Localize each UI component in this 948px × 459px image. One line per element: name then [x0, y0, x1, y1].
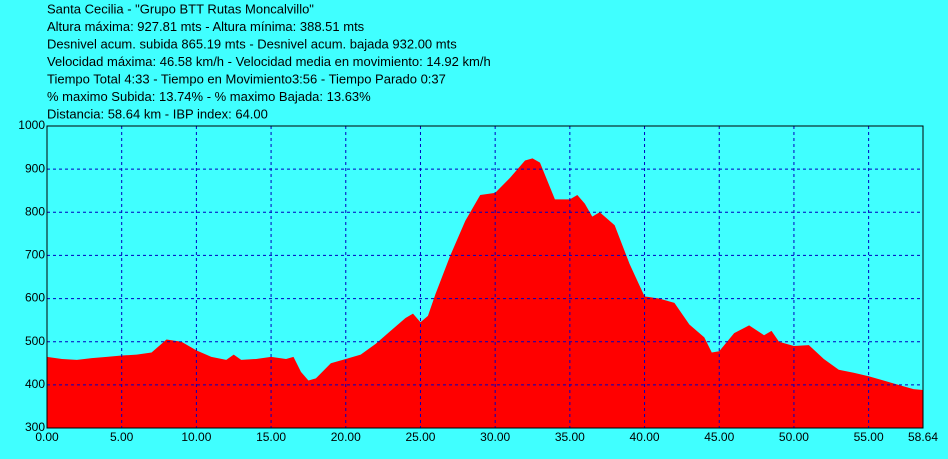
- info-line: Velocidad máxima: 46.58 km/h - Velocidad…: [47, 54, 491, 69]
- y-tick-label: 300: [25, 420, 45, 434]
- x-tick-label: 35.00: [555, 430, 585, 444]
- x-tick-label: 50.00: [779, 430, 809, 444]
- x-tick-label: 0.00: [35, 430, 59, 444]
- info-line: % maximo Subida: 13.74% - % maximo Bajad…: [47, 89, 371, 104]
- y-tick-label: 800: [25, 204, 45, 218]
- info-line: Desnivel acum. subida 865.19 mts - Desni…: [47, 36, 457, 51]
- x-tick-label: 25.00: [405, 430, 435, 444]
- info-line: Distancia: 58.64 km - IBP index: 64.00: [47, 106, 268, 121]
- x-tick-label: 58.64: [908, 430, 938, 444]
- x-tick-label: 10.00: [181, 430, 211, 444]
- elevation-area: [47, 158, 923, 428]
- x-tick-label: 40.00: [630, 430, 660, 444]
- x-tick-label: 20.00: [331, 430, 361, 444]
- plot-border: [46, 125, 924, 429]
- x-tick-label: 15.00: [256, 430, 286, 444]
- y-tick-label: 700: [25, 248, 45, 262]
- y-tick-label: 400: [25, 377, 45, 391]
- x-tick-label: 45.00: [704, 430, 734, 444]
- info-line: Altura máxima: 927.81 mts - Altura mínim…: [47, 19, 365, 34]
- info-line: Tiempo Total 4:33 - Tiempo en Movimiento…: [47, 71, 446, 86]
- y-tick-label: 600: [25, 291, 45, 305]
- x-tick-label: 30.00: [480, 430, 510, 444]
- info-line: Santa Cecilia - "Grupo BTT Rutas Moncalv…: [47, 1, 314, 16]
- y-tick-label: 900: [25, 161, 45, 175]
- x-tick-label: 55.00: [854, 430, 884, 444]
- y-tick-label: 1000: [18, 118, 45, 132]
- x-tick-label: 5.00: [110, 430, 134, 444]
- y-tick-label: 500: [25, 334, 45, 348]
